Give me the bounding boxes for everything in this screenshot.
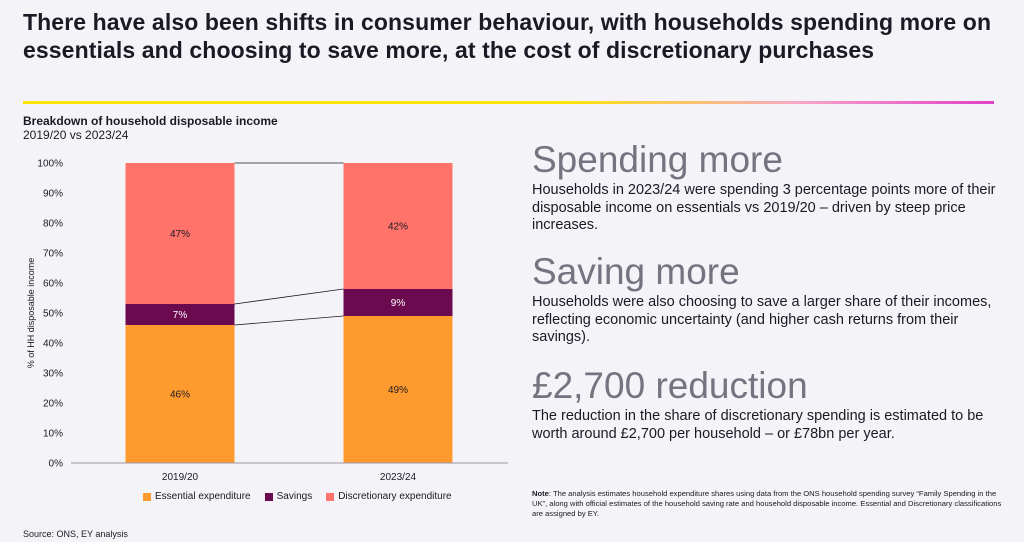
x-tick-label: 2023/24 bbox=[380, 472, 417, 483]
legend-label-discretionary: Discretionary expenditure bbox=[338, 491, 452, 502]
bar-segment-savings bbox=[125, 304, 235, 325]
bar-data-label: 49% bbox=[388, 385, 408, 396]
y-axis-label: % of HH disposable income bbox=[26, 258, 36, 369]
gradient-divider bbox=[23, 101, 994, 104]
y-tick-label: 60% bbox=[43, 279, 63, 290]
bar-segment-savings bbox=[343, 289, 453, 316]
panel-saving-more: Saving more Households were also choosin… bbox=[532, 252, 1002, 347]
bar-data-label: 42% bbox=[388, 222, 408, 233]
bar-connector-line bbox=[234, 288, 344, 305]
chart-title: Breakdown of household disposable income bbox=[23, 114, 278, 128]
bar-data-label: 7% bbox=[173, 310, 188, 321]
y-tick-label: 20% bbox=[43, 399, 63, 410]
y-tick-label: 90% bbox=[43, 189, 63, 200]
legend-label-essential: Essential expenditure bbox=[155, 491, 251, 502]
source-text: Source: ONS, EY analysis bbox=[23, 529, 128, 539]
bar-segment-discretionary-expenditure bbox=[125, 163, 235, 304]
y-tick-label: 10% bbox=[43, 429, 63, 440]
panel-spending-more: Spending more Households in 2023/24 were… bbox=[532, 140, 1002, 235]
panel-body: The reduction in the share of discretion… bbox=[532, 408, 984, 442]
panel-heading: Saving more bbox=[532, 251, 740, 292]
y-tick-label: 70% bbox=[43, 249, 63, 260]
legend-label-savings: Savings bbox=[276, 491, 313, 502]
legend-item-savings: Savings bbox=[264, 491, 313, 502]
panel-reduction: £2,700 reduction The reduction in the sh… bbox=[532, 366, 1002, 443]
panel-heading: £2,700 reduction bbox=[532, 365, 808, 406]
y-tick-label: 0% bbox=[49, 459, 64, 470]
bar-data-label: 9% bbox=[391, 298, 406, 309]
panel-heading: Spending more bbox=[532, 139, 783, 180]
legend-swatch-essential bbox=[143, 492, 151, 501]
stacked-bar-chart: 0% 10% 20% 30% 40% 50% 60% 70% 80% 90% 100% % of HH… bbox=[26, 159, 508, 483]
y-tick-label: 50% bbox=[43, 309, 63, 320]
bar-connector-line bbox=[234, 315, 344, 326]
legend-swatch-discretionary bbox=[326, 492, 335, 501]
y-tick-label: 100% bbox=[37, 159, 63, 170]
bar-data-label: 47% bbox=[170, 229, 190, 240]
bar-segment-essential-expenditure bbox=[343, 316, 453, 463]
page-headline: There have also been shifts in consumer … bbox=[23, 9, 992, 63]
panel-body: Households were also choosing to save a … bbox=[532, 294, 992, 345]
chart-subtitle: 2019/20 vs 2023/24 bbox=[23, 128, 129, 142]
note-label: Note bbox=[532, 489, 549, 498]
panel-body: Households in 2023/24 were spending 3 pe… bbox=[532, 182, 996, 233]
bar-segment-essential-expenditure bbox=[125, 325, 235, 463]
legend-swatch-savings bbox=[264, 492, 273, 501]
y-tick-label: 80% bbox=[43, 219, 63, 230]
note-text: : The analysis estimates household expen… bbox=[532, 489, 1002, 518]
bar-segment-discretionary-expenditure bbox=[343, 163, 453, 289]
chart-legend: Essential expenditure Savings Discretion… bbox=[143, 491, 452, 502]
bar-data-label: 46% bbox=[170, 390, 190, 401]
y-tick-label: 40% bbox=[43, 339, 63, 350]
footnote: Note: The analysis estimates household e… bbox=[532, 489, 1002, 519]
legend-item-discretionary: Discretionary expenditure bbox=[326, 491, 452, 502]
x-tick-label: 2019/20 bbox=[162, 472, 199, 483]
legend-item-essential: Essential expenditure bbox=[143, 491, 251, 502]
y-tick-label: 30% bbox=[43, 369, 63, 380]
